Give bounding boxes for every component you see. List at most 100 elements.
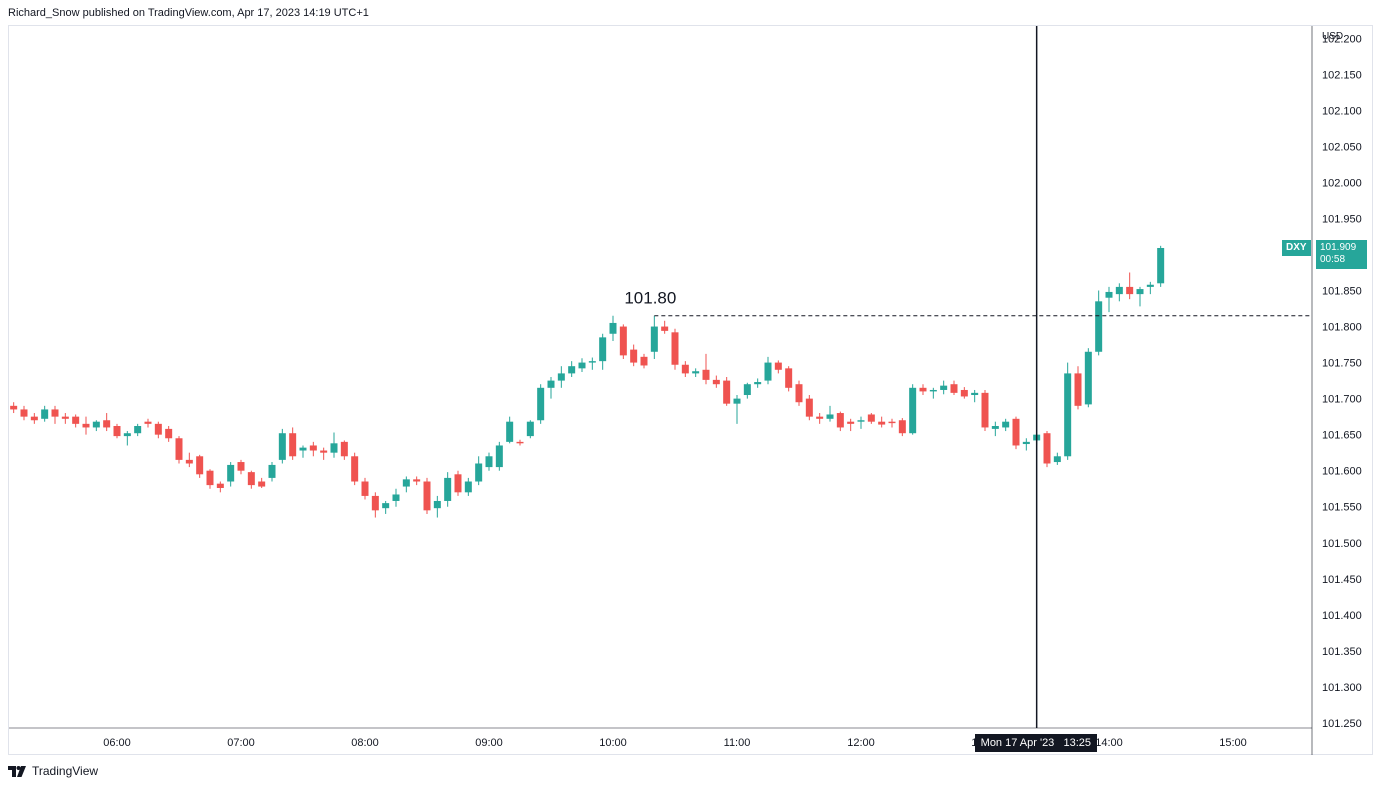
- candle-body: [351, 456, 359, 482]
- price-tick-label: 101.750: [1322, 358, 1362, 370]
- price-tick-label: 101.650: [1322, 430, 1362, 442]
- candle-body: [1105, 291, 1113, 298]
- candle-body: [320, 450, 328, 453]
- crosshair-time-label: Mon 17 Apr '23 13:25: [974, 734, 1098, 752]
- candle-body: [123, 433, 131, 437]
- candle-body: [1084, 351, 1092, 405]
- candle-body: [1146, 284, 1154, 287]
- candle-body: [113, 426, 121, 437]
- candle-body: [516, 441, 524, 444]
- candle-body: [764, 362, 772, 381]
- candle-body: [640, 356, 648, 366]
- time-tick-label: 11:00: [724, 737, 751, 749]
- candle-body: [774, 362, 782, 370]
- footer-brand[interactable]: TradingView: [8, 764, 98, 778]
- price-tick-label: 101.700: [1322, 394, 1362, 406]
- candle-body: [1012, 418, 1020, 446]
- candle-body: [878, 421, 886, 425]
- candle-body: [299, 447, 307, 451]
- price-tick-label: 101.850: [1322, 286, 1362, 298]
- price-axis: 101.250 101.300 101.350 101.400 101.450 101.5…: [1311, 26, 1362, 755]
- candle-body: [30, 416, 38, 421]
- price-tick-label: 102.050: [1322, 141, 1362, 153]
- candle-body: [237, 462, 245, 471]
- candle-body: [154, 423, 162, 435]
- candle-body: [1022, 441, 1030, 445]
- candle-body: [1064, 373, 1072, 457]
- price-tick-label: 101.350: [1322, 646, 1362, 658]
- candle-body: [41, 409, 49, 419]
- candle-body: [526, 421, 534, 437]
- crosshair-date: Mon 17 Apr '23: [980, 737, 1055, 749]
- time-tick-label: 08:00: [351, 737, 379, 749]
- candle-body: [1157, 247, 1165, 284]
- candle-body: [340, 441, 348, 457]
- ticker-symbol-badge: DXY: [1282, 239, 1311, 256]
- candle-body: [919, 387, 927, 392]
- candle-body: [103, 420, 111, 428]
- candle-body: [568, 366, 576, 374]
- candle-body: [857, 420, 865, 422]
- candle-body: [909, 387, 917, 434]
- candle-body: [785, 368, 793, 388]
- candle-body: [444, 477, 452, 501]
- candle-body: [247, 472, 255, 486]
- candle-body: [826, 414, 834, 419]
- candle-body: [847, 421, 855, 424]
- candle-body: [805, 398, 813, 417]
- candle-body: [816, 416, 824, 419]
- candle-body: [475, 463, 483, 482]
- candle-body: [940, 385, 948, 390]
- candle-body: [392, 494, 400, 501]
- candle-body: [609, 322, 617, 334]
- candle-body: [216, 483, 224, 488]
- candle-body: [144, 421, 152, 424]
- candle-body: [671, 332, 679, 365]
- candle-body: [51, 409, 59, 417]
- candle-body: [960, 389, 968, 397]
- candle-body: [464, 481, 472, 493]
- candle-body: [712, 379, 720, 385]
- candle-body: [506, 421, 514, 442]
- candle-body: [578, 362, 586, 369]
- candle-body: [723, 380, 731, 404]
- candle-body: [795, 384, 803, 403]
- candle-body: [61, 416, 69, 419]
- candle-body: [165, 428, 173, 439]
- candle-body: [981, 392, 989, 428]
- candle-body: [1043, 433, 1051, 464]
- candle-body: [702, 369, 710, 380]
- price-tick-label: 101.400: [1322, 610, 1362, 622]
- candle-body: [361, 481, 369, 496]
- candle-body: [309, 445, 317, 451]
- price-tick-label: 101.950: [1322, 213, 1362, 225]
- price-tick-label: 101.450: [1322, 574, 1362, 586]
- candle-body: [382, 503, 390, 509]
- candle-body: [258, 481, 266, 487]
- candle-body: [185, 459, 193, 464]
- resistance-annotation: 101.80: [624, 289, 676, 308]
- candle-body: [423, 481, 431, 511]
- overlays-layer: 101.80: [624, 26, 1312, 728]
- candle-body: [733, 398, 741, 404]
- candle-body: [743, 384, 751, 396]
- candle-body: [413, 479, 421, 482]
- time-tick-label: 06:00: [103, 737, 131, 749]
- candle-body: [289, 433, 297, 457]
- candle-body: [227, 464, 235, 482]
- price-tick-label: 102.100: [1322, 105, 1362, 117]
- price-tick-label: 101.600: [1322, 466, 1362, 478]
- chart-frame[interactable]: [8, 25, 1373, 755]
- candle-body: [888, 421, 896, 424]
- candle-body: [950, 384, 958, 393]
- candle-body: [599, 337, 607, 362]
- currency-label: USD: [1322, 31, 1344, 42]
- candle-body: [661, 326, 669, 331]
- candle-body: [898, 420, 906, 434]
- footer-brand-text: TradingView: [32, 764, 99, 778]
- candle-body: [537, 387, 545, 421]
- price-tick-label: 101.550: [1322, 502, 1362, 514]
- candle-body: [650, 326, 658, 352]
- last-price-badge: 101.909 00:58: [1316, 239, 1367, 269]
